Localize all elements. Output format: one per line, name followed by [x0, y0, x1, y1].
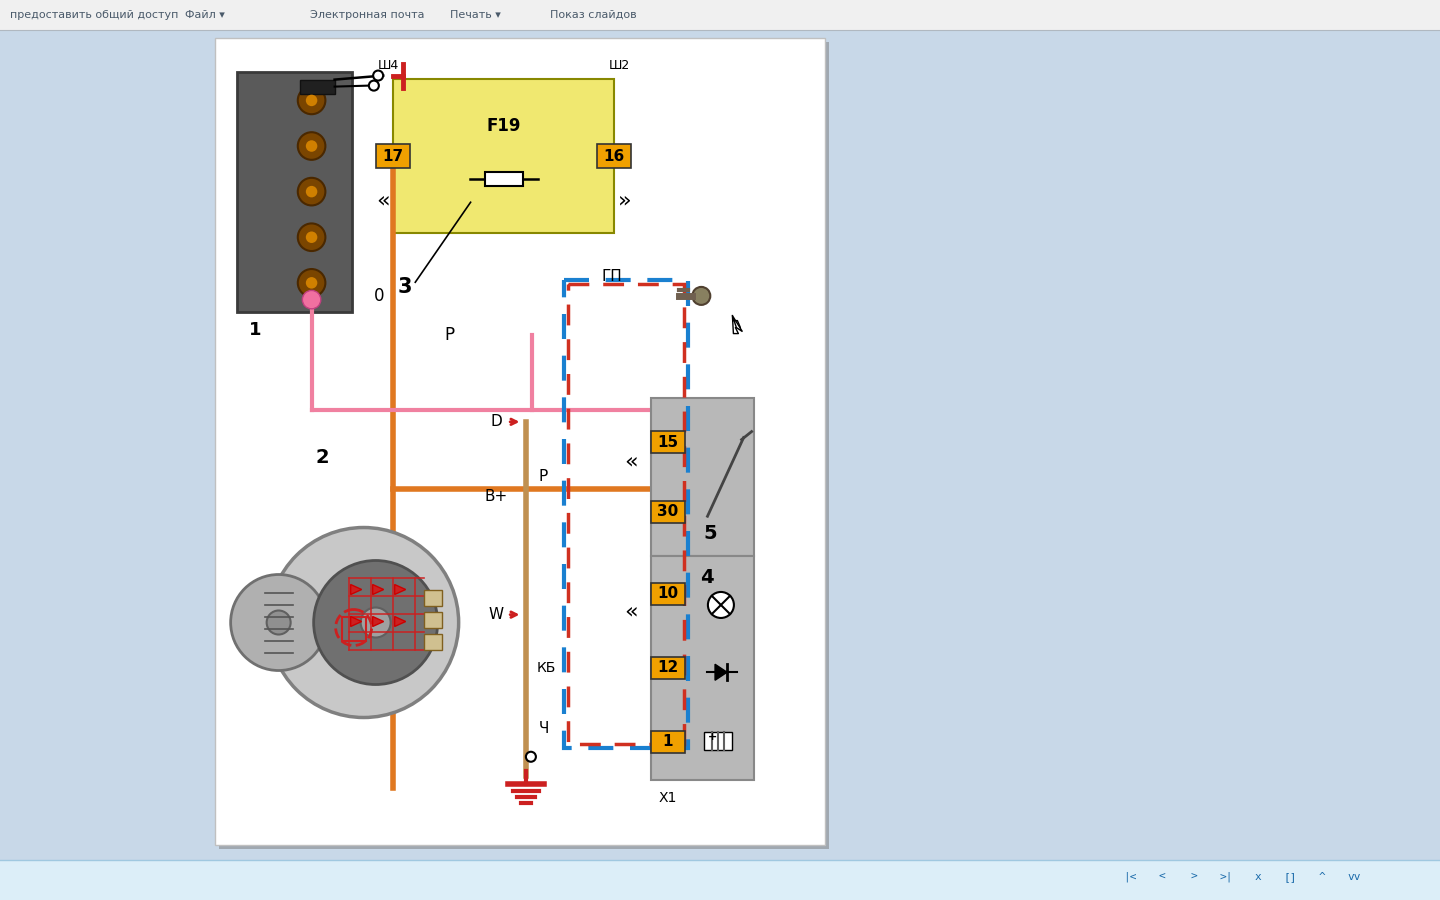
- Circle shape: [305, 186, 317, 197]
- Bar: [564, 280, 688, 749]
- Text: 30: 30: [657, 504, 678, 519]
- Text: <: <: [1159, 872, 1165, 882]
- Text: 15: 15: [657, 435, 678, 450]
- Circle shape: [298, 269, 325, 297]
- Polygon shape: [351, 616, 361, 626]
- Polygon shape: [716, 664, 727, 680]
- Text: ^: ^: [1319, 872, 1325, 882]
- Text: 1: 1: [249, 320, 261, 338]
- Circle shape: [369, 81, 379, 91]
- Text: Файл ▾: Файл ▾: [184, 10, 225, 20]
- Bar: [704, 732, 732, 750]
- Text: »: »: [618, 190, 631, 211]
- Bar: [651, 431, 684, 454]
- Circle shape: [266, 610, 291, 634]
- Bar: [393, 79, 615, 233]
- Circle shape: [305, 140, 317, 152]
- Bar: [651, 555, 755, 780]
- Text: Показ слайдов: Показ слайдов: [550, 10, 636, 20]
- Text: Ш2: Ш2: [609, 59, 631, 72]
- Polygon shape: [373, 616, 383, 626]
- Circle shape: [302, 291, 321, 309]
- Text: []: []: [1283, 872, 1297, 882]
- Text: 1: 1: [662, 734, 672, 750]
- Polygon shape: [395, 616, 406, 626]
- Circle shape: [526, 752, 536, 761]
- Text: vv: vv: [1348, 872, 1361, 882]
- Bar: [569, 284, 684, 744]
- Text: +: +: [708, 732, 717, 742]
- Text: «: «: [624, 602, 638, 622]
- Text: 5: 5: [704, 524, 717, 543]
- Text: «: «: [624, 451, 638, 472]
- Bar: [236, 72, 351, 311]
- Bar: [423, 634, 442, 650]
- Bar: [300, 79, 334, 94]
- Bar: [651, 657, 684, 679]
- Text: P: P: [444, 327, 454, 345]
- Text: X1: X1: [658, 791, 677, 805]
- Text: «: «: [376, 190, 390, 211]
- Bar: [341, 616, 366, 641]
- Bar: [0, 0, 1440, 30]
- Polygon shape: [373, 584, 383, 595]
- Text: Ш4: Ш4: [377, 59, 399, 72]
- Bar: [0, 860, 1440, 900]
- Circle shape: [298, 223, 325, 251]
- Circle shape: [269, 527, 459, 717]
- Text: Печать ▾: Печать ▾: [449, 10, 501, 20]
- Circle shape: [298, 132, 325, 160]
- Bar: [219, 42, 829, 849]
- Circle shape: [298, 86, 325, 114]
- Text: B+: B+: [485, 489, 508, 504]
- Text: Ч: Ч: [539, 721, 549, 736]
- Text: КБ: КБ: [537, 661, 556, 675]
- Bar: [423, 611, 442, 627]
- Bar: [651, 398, 755, 555]
- Polygon shape: [351, 584, 361, 595]
- Circle shape: [305, 94, 317, 106]
- Circle shape: [230, 574, 327, 670]
- Text: >|: >|: [1220, 872, 1233, 882]
- Text: F19: F19: [487, 116, 521, 134]
- Bar: [376, 144, 410, 168]
- Bar: [423, 590, 442, 606]
- Circle shape: [693, 287, 710, 305]
- Bar: [651, 731, 684, 752]
- Bar: [651, 582, 684, 605]
- Text: 12: 12: [657, 661, 678, 675]
- Circle shape: [305, 231, 317, 243]
- Bar: [598, 144, 631, 168]
- Circle shape: [305, 277, 317, 289]
- Circle shape: [708, 592, 734, 618]
- Text: 4: 4: [700, 568, 714, 587]
- Text: W: W: [488, 608, 504, 622]
- Text: 17: 17: [383, 148, 403, 164]
- Text: 3: 3: [397, 277, 412, 297]
- Circle shape: [360, 608, 390, 637]
- Text: 0: 0: [374, 287, 384, 305]
- Text: x: x: [1254, 872, 1261, 882]
- Bar: [215, 38, 825, 845]
- Polygon shape: [395, 584, 406, 595]
- Circle shape: [298, 178, 325, 205]
- Bar: [651, 500, 684, 523]
- Circle shape: [314, 561, 438, 685]
- Text: P: P: [539, 470, 549, 484]
- Text: 2: 2: [315, 447, 330, 467]
- Text: предоставить общий доступ: предоставить общий доступ: [10, 10, 179, 20]
- Circle shape: [373, 70, 383, 80]
- Bar: [485, 172, 523, 186]
- Text: Электронная почта: Электронная почта: [310, 10, 425, 20]
- Text: |<: |<: [1123, 872, 1136, 882]
- Text: 10: 10: [657, 586, 678, 601]
- Polygon shape: [733, 316, 743, 331]
- Text: D: D: [491, 414, 503, 429]
- Text: ГП: ГП: [600, 269, 622, 284]
- Text: 16: 16: [603, 148, 625, 164]
- Text: >: >: [1191, 872, 1198, 882]
